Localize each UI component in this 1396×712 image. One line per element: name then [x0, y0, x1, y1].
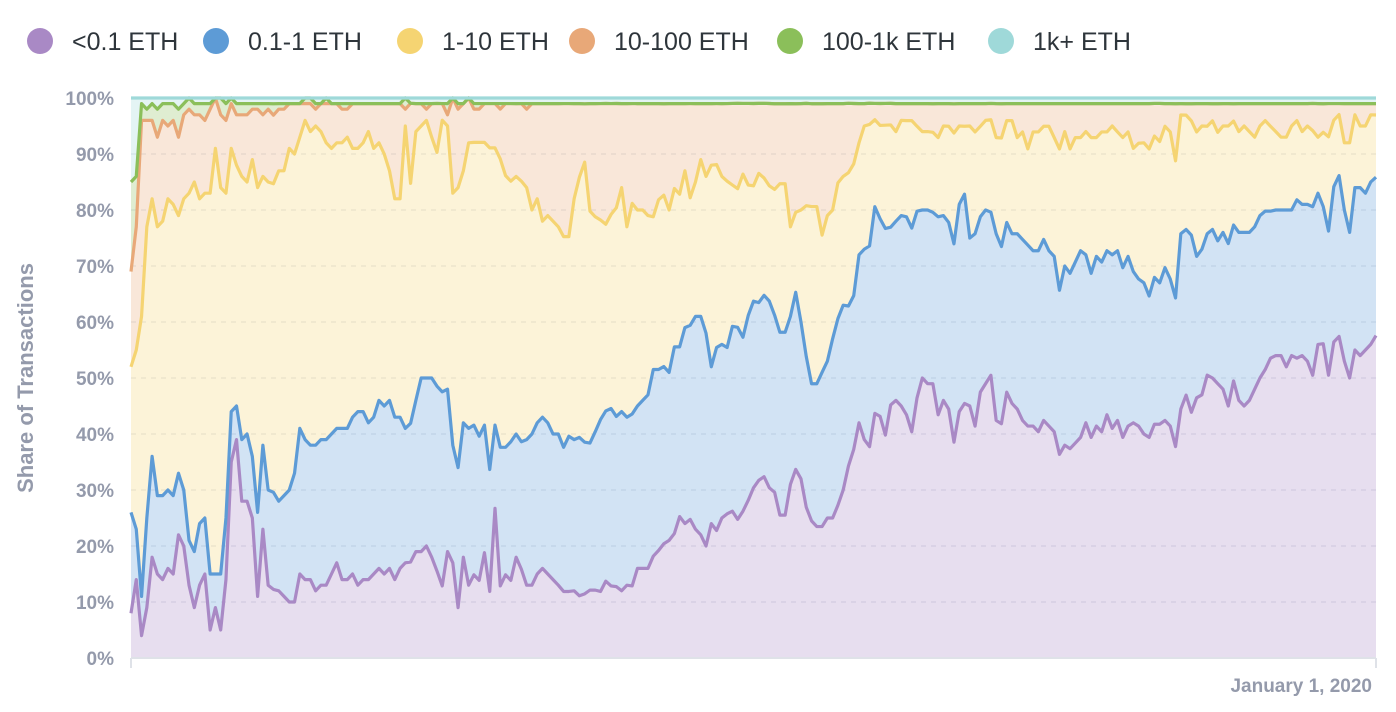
series-line — [129, 174, 1378, 598]
legend-item[interactable]: <0.1 ETH — [27, 28, 178, 56]
legend-item[interactable]: 1k+ ETH — [988, 28, 1131, 56]
legend-swatch — [777, 28, 803, 54]
series-area — [131, 114, 1376, 597]
legend-label: <0.1 ETH — [72, 28, 178, 56]
series-areas — [131, 98, 1376, 658]
x-tick-label: January 1, 2020 — [1230, 676, 1372, 697]
y-tick-label: 40% — [76, 425, 114, 446]
legend-label: 1-10 ETH — [442, 28, 549, 56]
series-line — [129, 96, 1377, 184]
y-axis-title: Share of Transactions — [13, 263, 38, 493]
series-lines — [129, 96, 1378, 638]
legend-label: 1k+ ETH — [1033, 28, 1131, 56]
series-area — [131, 98, 1376, 367]
y-tick-label: 50% — [76, 369, 114, 390]
y-tick-label: 80% — [76, 201, 114, 222]
series-line — [129, 113, 1377, 368]
legend-swatch — [203, 28, 229, 54]
y-tick-label: 90% — [76, 145, 114, 166]
y-axis-ticks: 0% 10% 20% 30% 40% 50% 60% 70% 80% 90% 100% — [65, 89, 114, 670]
y-tick-label: 10% — [76, 593, 114, 614]
legend-item[interactable]: 100-1k ETH — [777, 28, 955, 56]
legend-label: 10-100 ETH — [614, 28, 749, 56]
legend-label: 100-1k ETH — [822, 28, 955, 56]
legend-item[interactable]: 0.1-1 ETH — [203, 28, 362, 56]
series-line — [129, 334, 1378, 638]
y-tick-label: 100% — [65, 89, 114, 110]
y-tick-label: 70% — [76, 257, 114, 278]
y-tick-label: 30% — [76, 481, 114, 502]
x-axis — [130, 657, 1377, 668]
y-tick-label: 0% — [87, 649, 115, 670]
legend-swatch — [569, 28, 595, 54]
legend-item[interactable]: 10-100 ETH — [569, 28, 749, 56]
y-tick-label: 20% — [76, 537, 114, 558]
y-tick-label: 60% — [76, 313, 114, 334]
legend-label: 0.1-1 ETH — [248, 28, 362, 56]
series-area — [131, 335, 1376, 658]
legend: <0.1 ETH 0.1-1 ETH 1-10 ETH 10-100 ETH 100-1… — [27, 28, 1131, 56]
legend-swatch — [988, 28, 1014, 54]
series-area — [131, 175, 1376, 636]
legend-swatch — [27, 28, 53, 54]
legend-item[interactable]: 1-10 ETH — [397, 28, 549, 56]
legend-swatch — [397, 28, 423, 54]
